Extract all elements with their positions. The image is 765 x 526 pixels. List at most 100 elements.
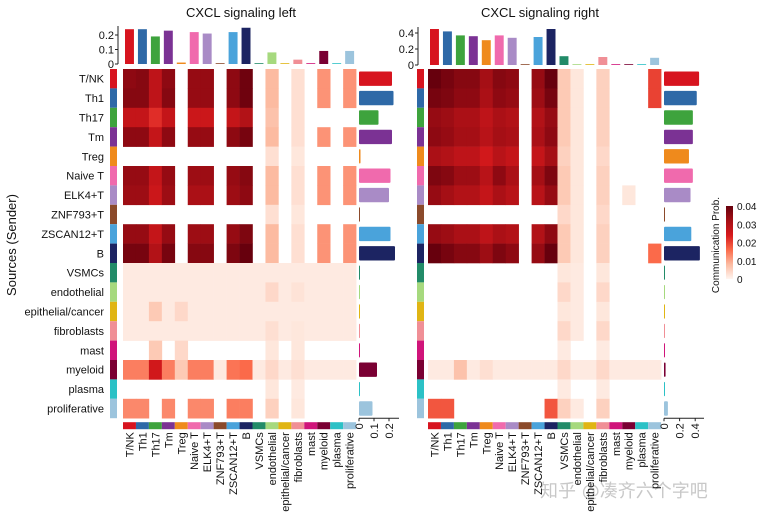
heatmap-cell xyxy=(187,243,201,264)
heatmap-cell xyxy=(440,69,455,89)
heatmap-cell xyxy=(428,398,442,419)
heatmap-cell xyxy=(291,224,305,244)
column-color-swatch xyxy=(505,422,519,430)
row-label: mast xyxy=(80,345,104,357)
heatmap-cell xyxy=(570,88,584,109)
heatmap-cell xyxy=(239,224,253,244)
heatmap-cell xyxy=(226,321,240,341)
heatmap-cell xyxy=(531,127,545,147)
heatmap-cell xyxy=(596,127,610,147)
column-label: proliferative xyxy=(345,432,357,489)
heatmap-cell xyxy=(479,146,494,167)
heatmap-cell xyxy=(317,301,331,322)
outgoing-bar xyxy=(664,304,665,319)
heatmap-cell xyxy=(161,321,176,341)
heatmap-cell xyxy=(226,127,240,147)
heatmap-cell xyxy=(135,301,150,322)
row-color-swatch xyxy=(110,243,117,263)
heatmap-cell xyxy=(148,321,163,341)
right-axis-tick-label: 0 xyxy=(354,423,366,429)
incoming-bar xyxy=(442,31,452,65)
heatmap-cell xyxy=(596,224,610,244)
heatmap-cell xyxy=(596,340,610,361)
heatmap-cell xyxy=(596,301,610,322)
heatmap-cell xyxy=(200,88,214,109)
heatmap-cell xyxy=(453,185,468,206)
heatmap-cell xyxy=(557,360,571,380)
right-axis-tick-label: 0.1 xyxy=(369,423,381,438)
heatmap-cell xyxy=(123,69,137,89)
heatmap-cell xyxy=(123,282,137,303)
incoming-bar xyxy=(585,64,595,65)
heatmap-cell xyxy=(428,127,442,147)
heatmap-cell xyxy=(187,263,201,283)
heatmap-cell xyxy=(531,224,545,244)
column-color-swatch xyxy=(596,422,610,430)
outgoing-bar xyxy=(359,90,394,106)
heatmap-cell xyxy=(570,321,584,341)
heatmap-cell xyxy=(200,224,214,244)
outgoing-bar xyxy=(664,284,665,300)
heatmap-cell xyxy=(239,321,253,341)
heatmap-cell xyxy=(265,88,279,109)
heatmap-cell xyxy=(544,224,558,244)
heatmap-cell xyxy=(200,398,214,419)
incoming-bar xyxy=(280,63,290,64)
heatmap-cell xyxy=(531,146,545,167)
heatmap-cell xyxy=(304,321,318,341)
outgoing-bar xyxy=(359,149,361,164)
row-color-swatch xyxy=(110,301,117,322)
heatmap-cell xyxy=(479,88,494,109)
heatmap-cell xyxy=(265,379,279,400)
row-label: VSMCs xyxy=(67,268,105,280)
heatmap-cell xyxy=(239,282,253,303)
legend-tick-label: 0.03 xyxy=(737,220,757,231)
column-label: endothelial xyxy=(572,432,584,485)
heatmap-cell xyxy=(187,360,201,380)
heatmap-cell xyxy=(466,224,481,244)
heatmap-cell xyxy=(428,360,442,380)
heatmap-cell xyxy=(213,360,227,380)
legend-tick-label: 0.02 xyxy=(737,239,757,250)
heatmap-cell xyxy=(291,301,305,322)
heatmap-cell xyxy=(453,146,468,167)
row-color-swatch xyxy=(110,146,117,166)
top-axis-tick-label: 0 xyxy=(108,59,114,71)
column-label: ELK4+T xyxy=(507,432,519,472)
column-label: Treg xyxy=(176,432,188,454)
heatmap-cell xyxy=(557,204,571,225)
outgoing-bar xyxy=(359,362,377,377)
outgoing-bar xyxy=(359,323,360,339)
heatmap-cell xyxy=(252,282,266,303)
heatmap-cell xyxy=(544,398,558,419)
heatmap-cell xyxy=(531,107,545,128)
incoming-bar xyxy=(546,29,556,65)
heatmap-cell xyxy=(570,146,584,167)
outgoing-bar xyxy=(664,149,689,164)
outgoing-bar xyxy=(664,226,692,242)
column-label: Th1 xyxy=(442,432,454,451)
heatmap-cell xyxy=(330,301,344,322)
heatmap-cell xyxy=(492,107,506,128)
heatmap-cell xyxy=(304,282,318,303)
heatmap-cell xyxy=(123,398,137,419)
heatmap-cell xyxy=(570,243,584,264)
heatmap-cell xyxy=(135,224,150,244)
column-label: B xyxy=(241,432,253,439)
heatmap-cell xyxy=(531,243,545,264)
row-color-swatch xyxy=(417,69,424,89)
heatmap-cell xyxy=(291,321,305,341)
column-color-swatch xyxy=(557,422,571,430)
incoming-bar xyxy=(345,50,355,64)
heatmap-cell xyxy=(505,107,519,128)
heatmap-cell xyxy=(505,166,519,186)
row-color-swatch xyxy=(417,340,424,360)
column-label: ZSCAN12+T xyxy=(228,432,240,495)
row-color-swatch xyxy=(417,301,424,322)
row-label: plasma xyxy=(69,384,105,396)
row-label: fibroblasts xyxy=(54,326,105,338)
heatmap-cell xyxy=(479,224,494,244)
heatmap-cell xyxy=(596,321,610,341)
column-label: Th17 xyxy=(455,432,467,457)
row-color-swatch xyxy=(417,263,424,283)
